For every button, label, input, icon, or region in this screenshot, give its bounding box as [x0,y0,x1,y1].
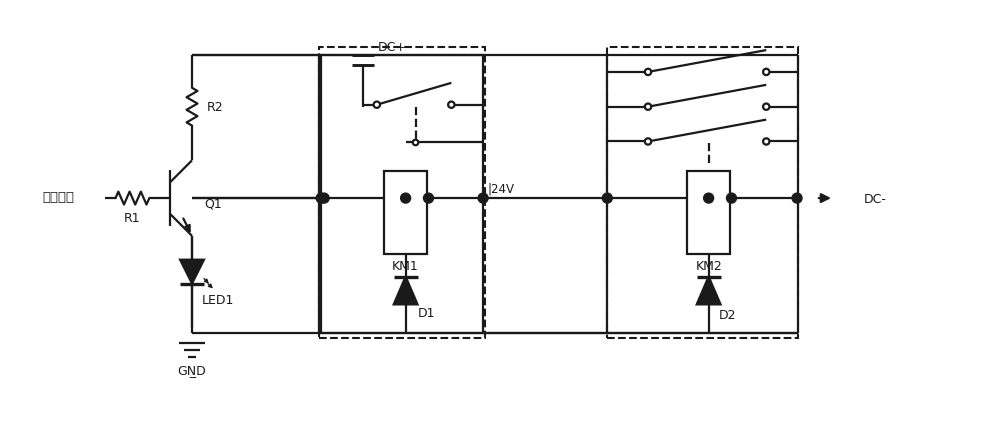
Circle shape [763,104,769,111]
Text: DC+: DC+ [378,40,407,54]
Circle shape [763,69,769,76]
Polygon shape [697,277,721,305]
Text: Q1: Q1 [204,197,222,210]
Circle shape [478,194,488,204]
Bar [687,172,730,254]
Circle shape [448,102,454,109]
Text: D1: D1 [418,306,435,319]
Circle shape [763,139,769,145]
Text: D2: D2 [719,308,736,321]
Text: KM2: KM2 [695,259,722,273]
Circle shape [727,194,736,204]
Polygon shape [394,277,418,305]
Circle shape [401,194,411,204]
Circle shape [645,104,651,111]
Circle shape [704,194,714,204]
Text: |24V: |24V [487,182,514,195]
Text: GN̲D: GN̲D [178,364,206,377]
Text: R2: R2 [207,101,224,114]
Circle shape [602,194,612,204]
Text: 控制信号: 控制信号 [42,190,74,203]
Bar [384,172,427,254]
Text: DC-: DC- [864,192,886,205]
Circle shape [645,69,651,76]
Circle shape [792,194,802,204]
Polygon shape [180,260,204,284]
Text: LED1: LED1 [202,293,234,306]
Circle shape [374,102,380,109]
Text: KM1: KM1 [392,259,419,273]
Circle shape [316,194,326,204]
Circle shape [645,139,651,145]
Circle shape [413,140,418,146]
Circle shape [319,194,329,204]
Text: R1: R1 [124,212,141,225]
Circle shape [424,194,433,204]
